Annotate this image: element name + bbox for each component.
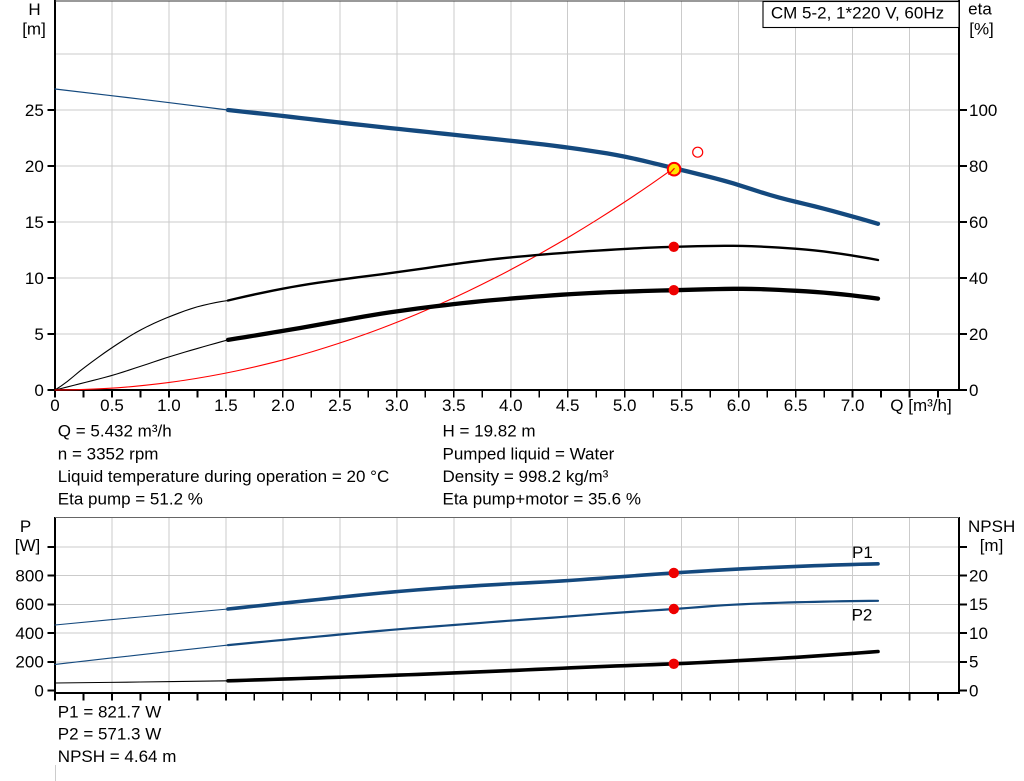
- svg-text:600: 600: [15, 595, 43, 614]
- svg-text:20: 20: [969, 566, 988, 585]
- svg-text:15: 15: [25, 213, 44, 232]
- svg-text:4.0: 4.0: [499, 396, 523, 415]
- svg-text:P2: P2: [852, 606, 873, 625]
- svg-text:1.0: 1.0: [157, 396, 181, 415]
- svg-text:25: 25: [25, 101, 44, 120]
- svg-text:Q [m³/h]: Q [m³/h]: [890, 396, 951, 415]
- svg-text:Q = 5.432 m³/h: Q = 5.432 m³/h: [58, 422, 172, 441]
- svg-text:5.5: 5.5: [670, 396, 694, 415]
- svg-text:4.5: 4.5: [556, 396, 580, 415]
- svg-text:3.0: 3.0: [385, 396, 409, 415]
- svg-text:Eta pump = 51.2 %: Eta pump = 51.2 %: [58, 490, 203, 509]
- svg-text:NPSH = 4.64 m: NPSH = 4.64 m: [58, 747, 177, 766]
- svg-text:Pumped liquid = Water: Pumped liquid = Water: [443, 444, 615, 463]
- svg-text:5: 5: [34, 325, 43, 344]
- svg-text:2.5: 2.5: [328, 396, 352, 415]
- svg-text:Density = 998.2 kg/m³: Density = 998.2 kg/m³: [443, 467, 609, 486]
- svg-text:40: 40: [969, 269, 988, 288]
- svg-text:0: 0: [50, 396, 59, 415]
- svg-text:[m]: [m]: [22, 20, 46, 39]
- svg-text:5.0: 5.0: [613, 396, 637, 415]
- svg-text:NPSH: NPSH: [968, 517, 1015, 536]
- svg-text:5: 5: [969, 653, 978, 672]
- svg-text:[W]: [W]: [15, 536, 41, 555]
- svg-text:CM 5-2, 1*220 V, 60Hz: CM 5-2, 1*220 V, 60Hz: [771, 3, 944, 22]
- svg-text:n = 3352 rpm: n = 3352 rpm: [58, 444, 159, 463]
- svg-text:H: H: [28, 0, 40, 19]
- svg-text:0: 0: [34, 681, 43, 700]
- svg-text:[m]: [m]: [980, 536, 1004, 555]
- svg-text:0.5: 0.5: [100, 396, 124, 415]
- svg-text:200: 200: [15, 653, 43, 672]
- svg-text:1.5: 1.5: [214, 396, 238, 415]
- svg-text:20: 20: [25, 157, 44, 176]
- svg-text:P2 = 571.3 W: P2 = 571.3 W: [58, 725, 161, 744]
- svg-text:10: 10: [969, 624, 988, 643]
- svg-text:60: 60: [969, 213, 988, 232]
- svg-text:eta: eta: [968, 0, 992, 19]
- svg-text:2.0: 2.0: [271, 396, 295, 415]
- svg-text:Eta pump+motor = 35.6 %: Eta pump+motor = 35.6 %: [443, 490, 641, 509]
- svg-text:P1 = 821.7 W: P1 = 821.7 W: [58, 702, 161, 721]
- svg-text:800: 800: [15, 566, 43, 585]
- svg-text:10: 10: [25, 269, 44, 288]
- svg-text:400: 400: [15, 624, 43, 643]
- svg-text:H = 19.82 m: H = 19.82 m: [443, 422, 536, 441]
- svg-text:80: 80: [969, 157, 988, 176]
- svg-text:Liquid temperature during oper: Liquid temperature during operation = 20…: [58, 467, 389, 486]
- svg-text:P1: P1: [852, 543, 873, 562]
- svg-text:0: 0: [969, 381, 978, 400]
- svg-text:20: 20: [969, 325, 988, 344]
- svg-text:P: P: [20, 517, 31, 536]
- svg-text:[%]: [%]: [969, 19, 994, 38]
- svg-text:6.5: 6.5: [784, 396, 808, 415]
- svg-text:15: 15: [969, 595, 988, 614]
- svg-text:3.5: 3.5: [442, 396, 466, 415]
- svg-text:0: 0: [969, 681, 978, 700]
- svg-text:7.0: 7.0: [841, 396, 865, 415]
- svg-text:100: 100: [969, 101, 997, 120]
- svg-text:0: 0: [34, 381, 43, 400]
- svg-text:6.0: 6.0: [727, 396, 751, 415]
